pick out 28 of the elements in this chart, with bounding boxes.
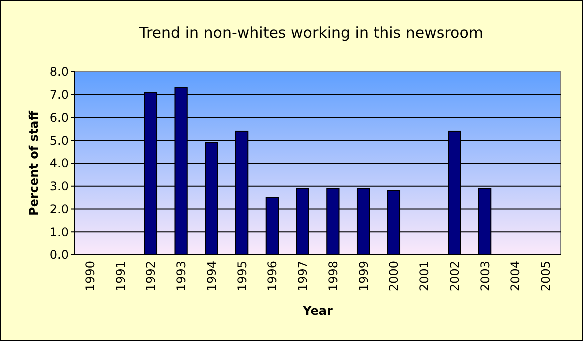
x-tick-label: 1990 [83,261,98,292]
x-tick-label: 2004 [508,261,523,292]
y-tick-label: 6.0 [50,110,69,125]
x-tick-label: 1994 [204,261,219,292]
y-tick-label: 4.0 [50,156,69,171]
chart-title: Trend in non-whites working in this newsroom [138,24,484,42]
y-tick-label: 2.0 [50,202,69,216]
x-tick-label: 1997 [296,261,310,292]
x-tick-label: 2002 [448,261,462,292]
y-tick-label: 0.0 [50,248,69,262]
x-tick-label: 1995 [235,261,250,292]
x-tick-label: 2001 [418,261,432,292]
x-tick-label: 1999 [356,261,371,292]
y-tick-label: 5.0 [50,134,69,148]
y-axis-title: Percent of staff [27,110,41,216]
y-tick-label: 1.0 [50,225,69,240]
y-tick-label: 7.0 [50,88,69,102]
x-tick-label: 1993 [174,261,189,292]
y-tick-label: 8.0 [50,65,69,80]
x-tick-label: 2000 [387,261,402,292]
y-tick-label: 3.0 [50,180,69,194]
x-tick-label: 2003 [478,261,492,292]
x-axis-title: Year [302,304,333,318]
x-tick-label: 1991 [114,261,128,292]
x-tick-label: 1996 [266,261,280,292]
x-tick-label: 2005 [539,261,554,292]
x-tick-label: 1992 [144,261,158,292]
x-tick-label: 1998 [326,261,340,292]
